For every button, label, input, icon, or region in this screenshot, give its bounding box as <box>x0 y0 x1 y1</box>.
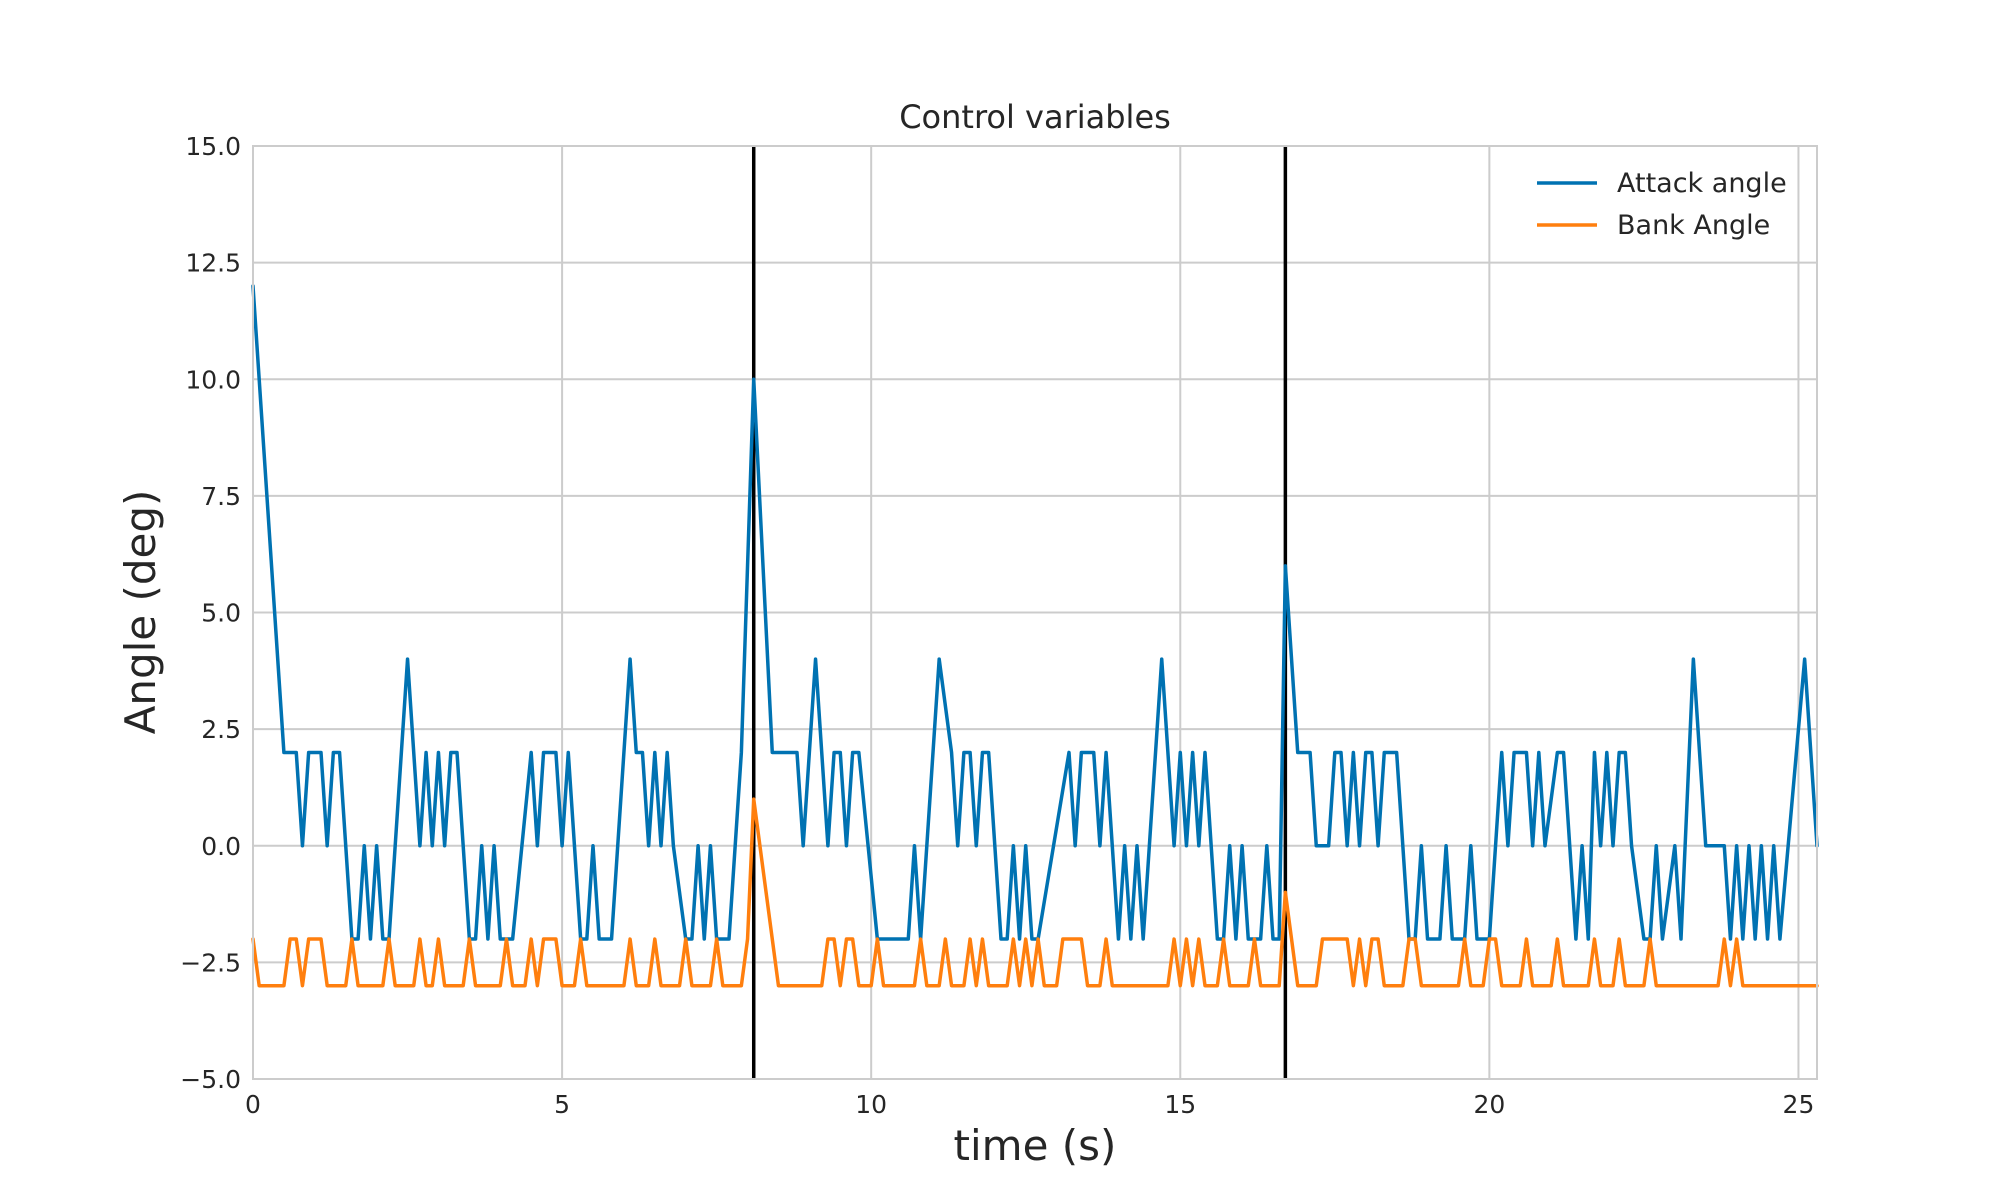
chart-title: Control variables <box>899 98 1171 136</box>
y-tick-label: −2.5 <box>180 948 241 977</box>
x-axis-label: time (s) <box>954 1121 1117 1170</box>
y-tick-label: 15.0 <box>185 132 241 161</box>
x-tick-label: 25 <box>1783 1090 1815 1119</box>
x-tick-labels: 0 5 10 15 20 25 <box>245 1090 1814 1119</box>
x-tick-label: 10 <box>855 1090 887 1119</box>
y-tick-label: 2.5 <box>201 715 241 744</box>
y-tick-labels: −5.0 −2.5 0.0 2.5 5.0 7.5 10.0 12.5 15.0 <box>180 132 241 1094</box>
y-tick-label: −5.0 <box>180 1065 241 1094</box>
legend-label: Attack angle <box>1617 168 1787 199</box>
y-tick-label: 12.5 <box>185 249 241 278</box>
x-tick-label: 5 <box>554 1090 570 1119</box>
legend-label: Bank Angle <box>1617 210 1770 241</box>
x-tick-label: 0 <box>245 1090 261 1119</box>
y-tick-label: 10.0 <box>185 365 241 394</box>
series-line-attack-angle <box>251 284 1819 941</box>
y-tick-label: 7.5 <box>201 482 241 511</box>
y-axis-label: Angle (deg) <box>116 490 165 735</box>
y-tick-label: 5.0 <box>201 599 241 628</box>
x-tick-label: 20 <box>1473 1090 1505 1119</box>
legend: Attack angle Bank Angle <box>1537 168 1787 241</box>
x-tick-label: 15 <box>1164 1090 1196 1119</box>
y-tick-label: 0.0 <box>201 832 241 861</box>
series-line-bank-angle <box>251 797 1819 988</box>
series-lines <box>251 284 1819 988</box>
plot-frame <box>252 145 1818 1080</box>
